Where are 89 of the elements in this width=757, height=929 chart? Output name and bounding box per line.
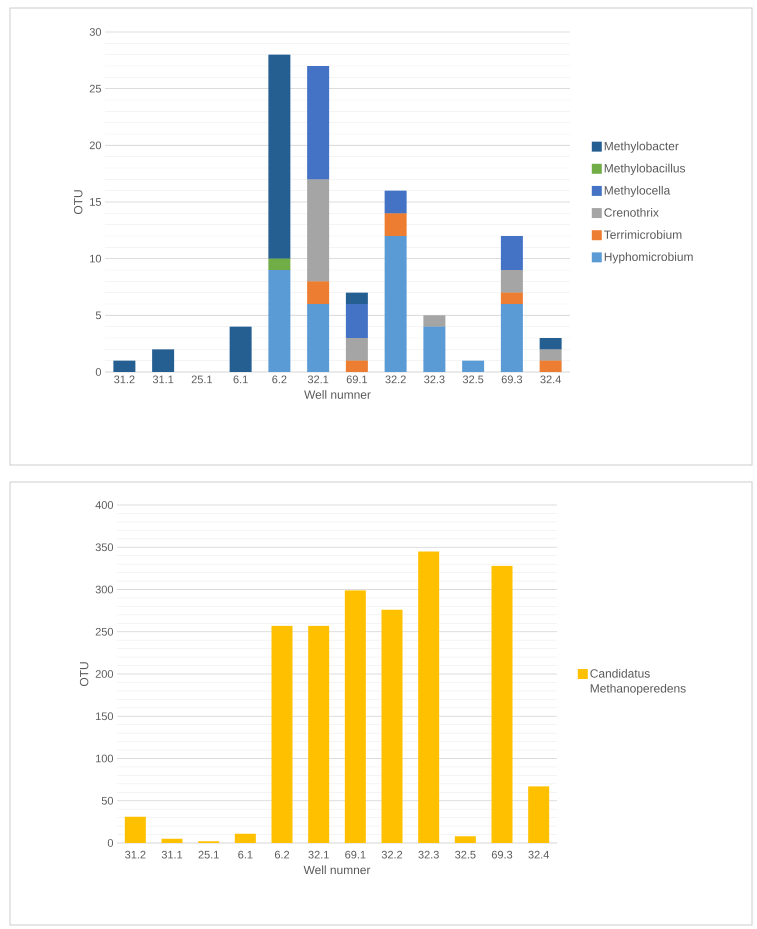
bar (152, 349, 174, 372)
x-tick-label: 32.5 (455, 850, 476, 859)
x-tick-label: 6.1 (234, 376, 248, 384)
y-axis-title: OTU (80, 662, 88, 686)
x-tick-label: 32.1 (308, 376, 328, 384)
legend-label: Hyphomicrobium (604, 252, 693, 264)
bar (500, 304, 523, 372)
bar (423, 326, 446, 372)
bar (492, 566, 513, 843)
x-tick-label: 6.1 (238, 850, 252, 859)
y-axis-title: OTU (74, 190, 82, 214)
bar (346, 292, 368, 304)
bar (540, 360, 562, 372)
x-tick-label: 32.2 (382, 850, 402, 859)
x-tick-label: 32.3 (418, 850, 439, 859)
bar (124, 816, 146, 843)
y-tick-label: 250 (96, 628, 114, 636)
y-tick-label: 30 (90, 28, 102, 36)
x-axis-title: Well numner (304, 390, 371, 399)
bar (500, 236, 523, 270)
y-tick-label: 400 (95, 501, 114, 509)
bar (307, 179, 330, 282)
legend-label: Crenothrix (604, 208, 659, 217)
bar (500, 292, 523, 304)
bar (382, 610, 403, 843)
y-tick-label: 350 (96, 543, 114, 552)
bar (268, 258, 290, 270)
x-tick-label: 31.1 (152, 376, 174, 384)
bar (500, 270, 523, 293)
x-tick-label: 32.3 (424, 376, 445, 384)
x-tick-label: 69.3 (492, 850, 512, 859)
bar (384, 236, 407, 372)
legend-label: Methylobacillus (604, 164, 686, 175)
x-tick-label: 32.1 (308, 850, 329, 859)
x-tick-label: 6.2 (272, 376, 286, 384)
y-tick-label: 200 (96, 670, 114, 678)
bar (344, 590, 366, 843)
y-tick-label: 20 (90, 141, 102, 150)
legend-label: Candidatus Methanoperedens (590, 668, 686, 696)
bar (418, 551, 440, 843)
x-tick-label: 31.1 (162, 850, 182, 859)
y-tick-label: 15 (90, 198, 102, 206)
bar (462, 360, 484, 372)
bar (540, 338, 562, 350)
y-tick-label: 150 (96, 712, 114, 720)
bar (234, 834, 256, 843)
bar (528, 786, 550, 843)
x-tick-label: 31.2 (125, 850, 146, 859)
bar (540, 349, 562, 361)
bar (423, 315, 446, 327)
bar (384, 213, 407, 236)
bar (268, 270, 290, 372)
y-tick-label: 10 (90, 254, 102, 263)
bar (272, 626, 293, 843)
x-tick-label: 32.4 (528, 850, 550, 859)
legend-label: Methylobacter (604, 142, 679, 153)
bar (307, 304, 330, 372)
y-tick-label: 0 (96, 368, 102, 376)
x-tick-label: 69.1 (345, 850, 366, 859)
y-tick-label: 5 (96, 312, 102, 320)
y-tick-label: 300 (96, 586, 114, 594)
x-tick-label: 31.2 (114, 376, 134, 384)
x-tick-label: 32.5 (462, 376, 484, 384)
bar (268, 54, 290, 259)
y-tick-label: 25 (90, 84, 102, 93)
bar (346, 304, 368, 338)
legend-label: Terrimicrobium (604, 230, 682, 239)
bar (307, 281, 330, 304)
bar (162, 838, 182, 843)
bar (346, 338, 368, 361)
y-tick-label: 50 (102, 796, 114, 805)
bar (454, 836, 476, 843)
bar (113, 360, 136, 372)
x-tick-label: 69.3 (502, 376, 522, 384)
bar (307, 66, 330, 180)
y-tick-label: 100 (96, 754, 114, 762)
x-tick-label: 69.1 (346, 376, 368, 384)
x-tick-label: 6.2 (274, 850, 290, 859)
x-axis-title: Well numner (304, 865, 370, 874)
x-tick-label: 32.4 (540, 376, 561, 384)
x-tick-label: 32.2 (385, 376, 406, 384)
x-tick-label: 25.1 (198, 850, 219, 859)
bar (384, 190, 407, 214)
x-tick-label: 25.1 (192, 376, 212, 384)
y-tick-label: 0 (108, 839, 114, 847)
bar (346, 360, 368, 372)
bar (230, 326, 252, 372)
legend-label: Methylocella (604, 186, 670, 197)
bar (308, 626, 330, 843)
